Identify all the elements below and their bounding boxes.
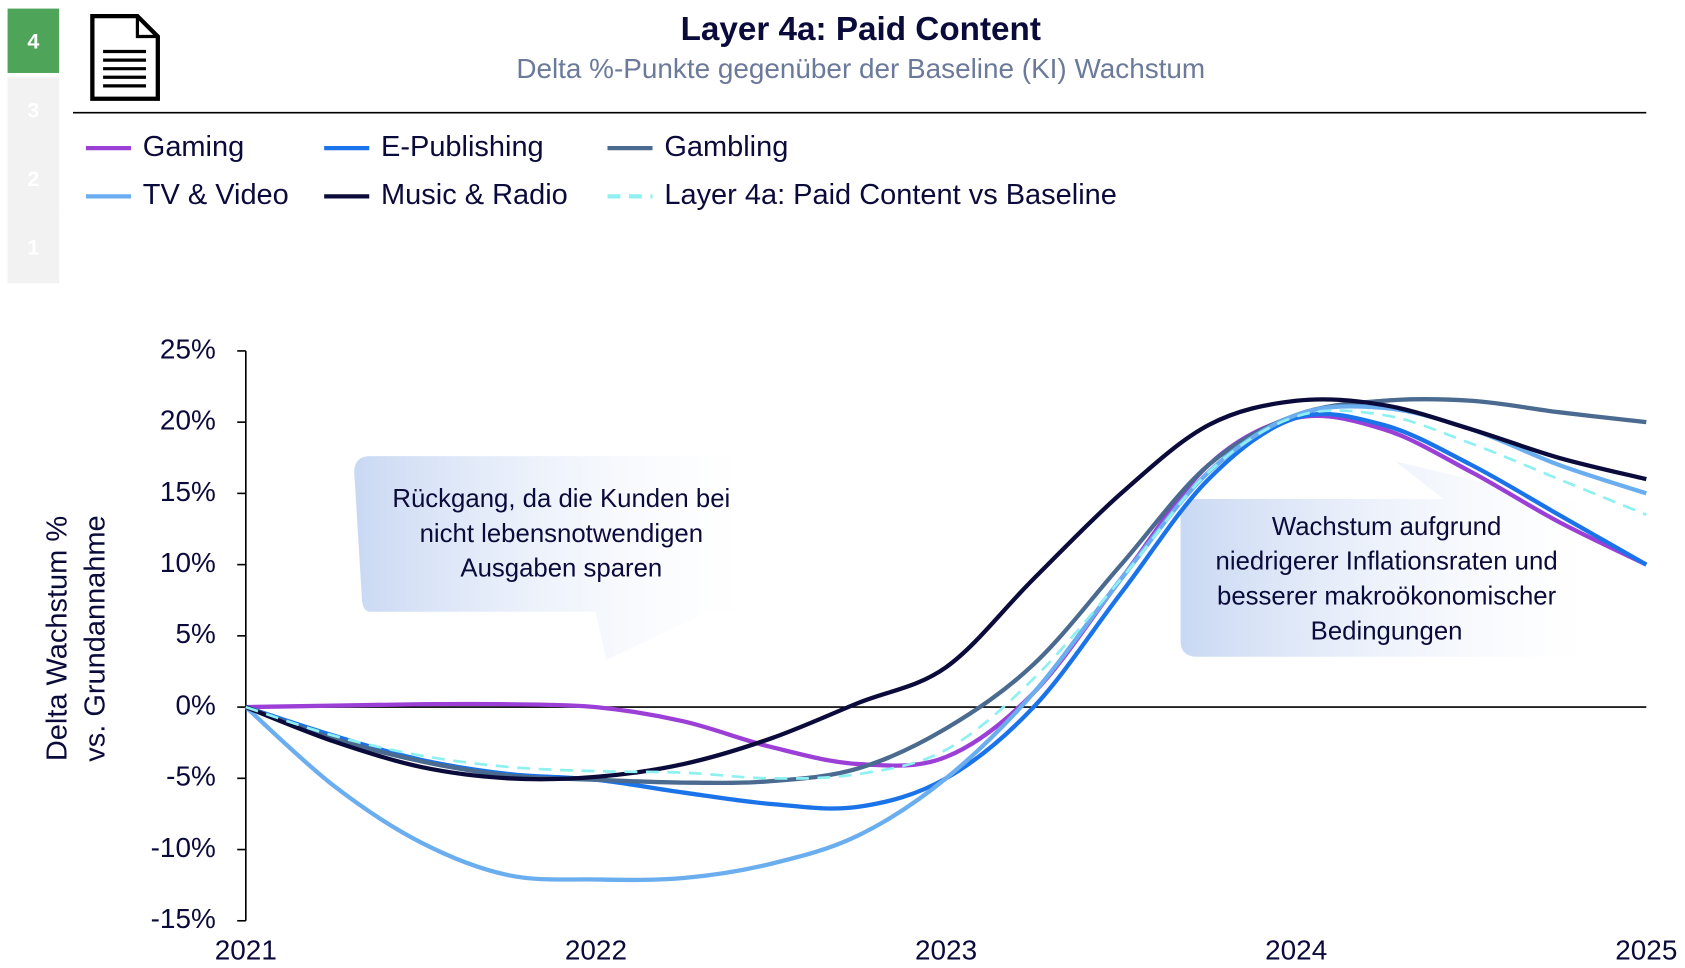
legend-label: TV & Video [143, 179, 289, 211]
x-tick-label: 2024 [1265, 934, 1327, 965]
annotation: Bedingungen [1311, 617, 1463, 645]
annotation: Rückgang, da die Kunden bei [392, 485, 730, 513]
y-tick-label: 15% [160, 476, 216, 507]
doc-icon [90, 13, 160, 101]
y-axis-label: vs. Grundannahme [79, 515, 111, 761]
nav-label: 1 [27, 236, 39, 260]
annotation: Wachstum aufgrund [1272, 513, 1501, 541]
y-tick-label: 5% [175, 618, 215, 649]
legend-label: E-Publishing [381, 131, 544, 163]
nav-tab [7, 8, 60, 73]
x-tick-label: 2022 [565, 934, 627, 965]
chart-title: Layer 4a: Paid Content [681, 11, 1041, 48]
nav-label: 2 [27, 167, 39, 191]
callout-box [354, 456, 752, 660]
x-tick-label: 2025 [1615, 934, 1677, 965]
nav-label: 3 [27, 98, 39, 122]
annotation: besserer makroökonomischer [1217, 583, 1557, 611]
y-tick-label: 10% [160, 547, 216, 578]
series-line [245, 413, 1648, 768]
y-tick-label: 25% [160, 333, 216, 364]
series-line [245, 397, 1647, 782]
y-tick-label: 0% [175, 689, 215, 720]
x-tick-label: 2023 [915, 934, 977, 965]
annotation: niedrigerer Inflationsraten und [1216, 548, 1558, 576]
annotation: Ausgaben sparen [460, 555, 662, 583]
legend-label: Gaming [143, 131, 244, 163]
y-tick-label: 20% [160, 405, 216, 436]
annotation: nicht lebensnotwendigen [420, 520, 703, 548]
callout-box [1180, 461, 1589, 657]
legend-label: Music & Radio [381, 179, 568, 211]
nav-tab [7, 214, 60, 284]
series-line [245, 397, 1647, 786]
nav-label: 4 [27, 30, 39, 54]
chart-subtitle: Delta %-Punkte gegenüber der Baseline (K… [516, 53, 1205, 84]
legend-label: Gambling [664, 131, 788, 163]
legend-label: Layer 4a: Paid Content vs Baseline [664, 179, 1117, 211]
y-tick-label: -5% [166, 761, 216, 792]
series-line [245, 409, 1647, 780]
nav-tab [7, 145, 60, 215]
nav-tab [7, 77, 60, 146]
y-axis-label: Delta Wachstum % [42, 516, 74, 761]
y-tick-label: -15% [151, 903, 216, 934]
x-tick-label: 2021 [215, 934, 277, 965]
y-tick-label: -10% [151, 832, 216, 863]
